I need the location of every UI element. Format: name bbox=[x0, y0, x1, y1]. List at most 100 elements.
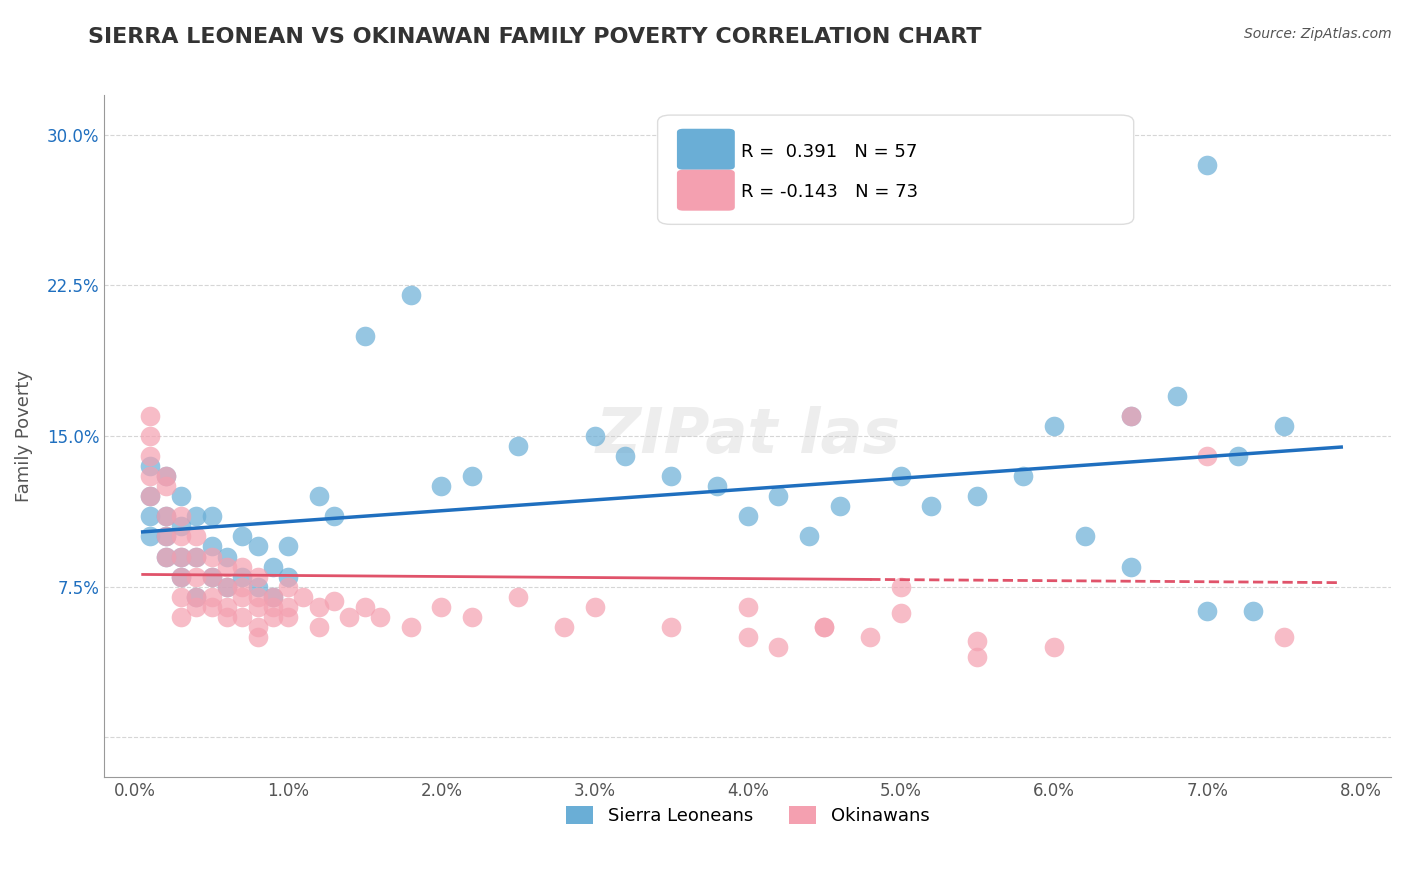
Point bbox=[231, 590, 253, 604]
Point bbox=[506, 590, 529, 604]
Point bbox=[215, 580, 238, 594]
Point bbox=[200, 569, 222, 583]
Point bbox=[139, 509, 162, 524]
Point bbox=[155, 479, 177, 493]
Point bbox=[262, 559, 284, 574]
Point bbox=[170, 609, 193, 624]
FancyBboxPatch shape bbox=[658, 115, 1133, 225]
Point bbox=[170, 549, 193, 564]
Point bbox=[200, 599, 222, 614]
Point bbox=[859, 630, 882, 644]
Point bbox=[614, 449, 637, 463]
Point bbox=[200, 590, 222, 604]
FancyBboxPatch shape bbox=[676, 169, 735, 211]
Point bbox=[186, 549, 208, 564]
Point bbox=[215, 549, 238, 564]
Point bbox=[921, 500, 943, 514]
Point bbox=[1272, 630, 1295, 644]
Point bbox=[215, 609, 238, 624]
Point bbox=[277, 540, 299, 554]
Point bbox=[1073, 529, 1095, 543]
Point bbox=[323, 593, 346, 607]
Point bbox=[246, 580, 269, 594]
Point bbox=[186, 509, 208, 524]
Point bbox=[339, 609, 361, 624]
Point bbox=[461, 609, 484, 624]
Point bbox=[737, 509, 759, 524]
Point bbox=[186, 599, 208, 614]
Point bbox=[186, 529, 208, 543]
Point bbox=[246, 620, 269, 634]
Point bbox=[139, 409, 162, 423]
Text: ZIPat las: ZIPat las bbox=[595, 406, 900, 466]
Point bbox=[277, 580, 299, 594]
Point bbox=[1043, 640, 1066, 654]
Point bbox=[828, 500, 851, 514]
Point bbox=[231, 609, 253, 624]
Point bbox=[186, 569, 208, 583]
Point bbox=[1197, 604, 1219, 618]
Point bbox=[737, 599, 759, 614]
Point bbox=[262, 590, 284, 604]
Point bbox=[277, 599, 299, 614]
Point bbox=[155, 529, 177, 543]
Point bbox=[353, 328, 375, 343]
Y-axis label: Family Poverty: Family Poverty bbox=[15, 370, 32, 502]
Point bbox=[246, 540, 269, 554]
Point bbox=[1226, 449, 1249, 463]
Text: R =  0.391   N = 57: R = 0.391 N = 57 bbox=[741, 143, 918, 161]
Point bbox=[139, 449, 162, 463]
Point bbox=[308, 489, 330, 503]
Point bbox=[155, 529, 177, 543]
Point bbox=[246, 569, 269, 583]
Point bbox=[890, 469, 912, 483]
Point bbox=[399, 620, 422, 634]
Text: R = -0.143   N = 73: R = -0.143 N = 73 bbox=[741, 183, 918, 202]
Point bbox=[155, 549, 177, 564]
Point bbox=[813, 620, 835, 634]
Point bbox=[155, 509, 177, 524]
Point bbox=[430, 599, 453, 614]
Point bbox=[155, 509, 177, 524]
Point bbox=[966, 633, 988, 648]
Point bbox=[737, 630, 759, 644]
Point bbox=[231, 569, 253, 583]
Point bbox=[200, 569, 222, 583]
Point bbox=[155, 469, 177, 483]
Point bbox=[1197, 449, 1219, 463]
Point bbox=[1119, 409, 1142, 423]
Point bbox=[170, 590, 193, 604]
Point bbox=[1166, 389, 1188, 403]
Point bbox=[583, 599, 606, 614]
Point bbox=[215, 559, 238, 574]
Point bbox=[1043, 168, 1066, 182]
Point bbox=[231, 559, 253, 574]
Point bbox=[139, 469, 162, 483]
Point bbox=[308, 599, 330, 614]
Point bbox=[1119, 559, 1142, 574]
Point bbox=[353, 599, 375, 614]
Point bbox=[292, 590, 315, 604]
Point bbox=[1241, 604, 1264, 618]
Point bbox=[215, 580, 238, 594]
Point bbox=[231, 580, 253, 594]
Point bbox=[186, 590, 208, 604]
Point bbox=[170, 489, 193, 503]
Point bbox=[246, 599, 269, 614]
Legend: Sierra Leoneans, Okinawans: Sierra Leoneans, Okinawans bbox=[558, 798, 936, 832]
Point bbox=[890, 580, 912, 594]
Point bbox=[170, 569, 193, 583]
Point bbox=[706, 479, 728, 493]
Point bbox=[659, 469, 682, 483]
Point bbox=[768, 640, 790, 654]
Point bbox=[139, 489, 162, 503]
Point bbox=[323, 509, 346, 524]
Point bbox=[231, 529, 253, 543]
Point bbox=[139, 429, 162, 443]
Point bbox=[186, 549, 208, 564]
Point bbox=[890, 606, 912, 620]
Text: Source: ZipAtlas.com: Source: ZipAtlas.com bbox=[1244, 27, 1392, 41]
Point bbox=[506, 439, 529, 453]
Point bbox=[262, 599, 284, 614]
Text: SIERRA LEONEAN VS OKINAWAN FAMILY POVERTY CORRELATION CHART: SIERRA LEONEAN VS OKINAWAN FAMILY POVERT… bbox=[87, 27, 981, 46]
